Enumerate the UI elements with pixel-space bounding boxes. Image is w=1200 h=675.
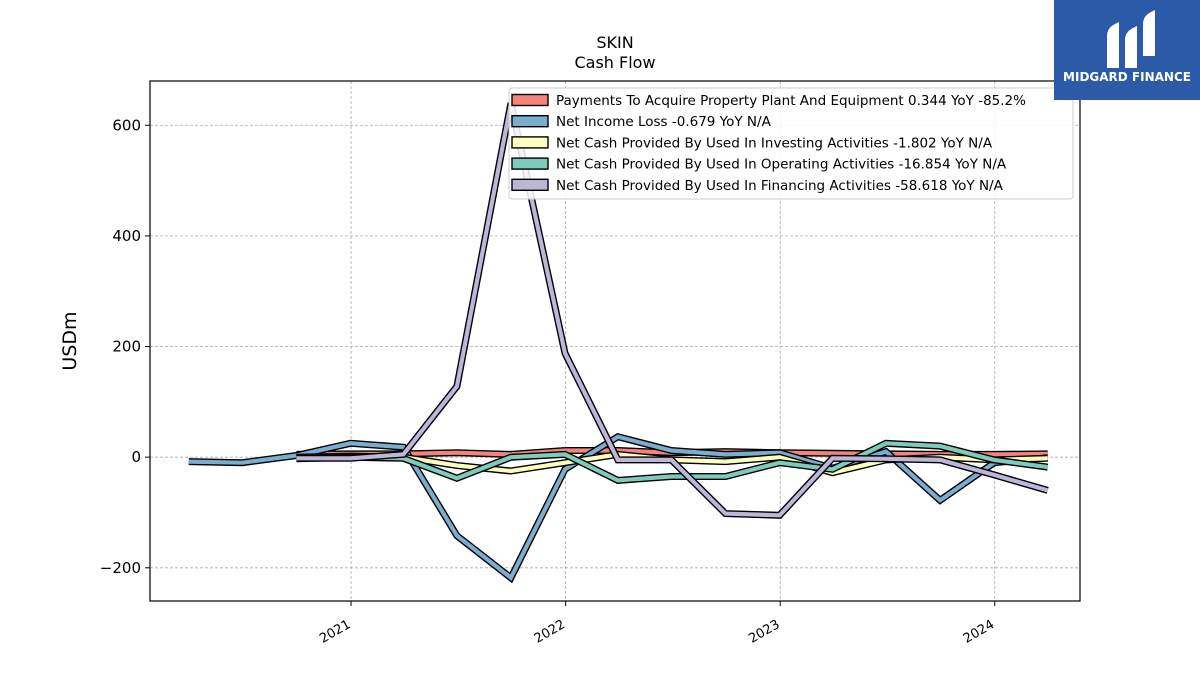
midgard-logo-icon (1107, 10, 1155, 68)
series-lines (188, 102, 1049, 584)
legend-label: Net Cash Provided By Used In Financing A… (556, 178, 1004, 194)
logo: MIDGARD FINANCE (1054, 0, 1200, 100)
series-stroke (188, 434, 1048, 582)
series-stroke (296, 441, 1048, 483)
plot-frame (149, 80, 1081, 602)
legend-swatch (511, 157, 549, 170)
legend-swatch (511, 93, 549, 107)
x-axis: 2021 2022 2023 2024 (317, 601, 997, 647)
y-axis: −200 0 200 400 600 (100, 116, 150, 577)
series-stroke (296, 102, 1049, 518)
x-tick-label: 2024 (961, 617, 997, 647)
legend-box (508, 87, 1074, 200)
legend-swatch (511, 114, 549, 128)
legend-label: Net Cash Provided By Used In Investing A… (556, 135, 993, 151)
y-axis-label: USDm (59, 311, 81, 370)
legend-label: Net Income Loss -0.679 YoY N/A (556, 114, 772, 130)
series-line-4 (296, 439, 1049, 484)
series-line-5 (296, 102, 1049, 519)
legend-label: Net Cash Provided By Used In Operating A… (556, 157, 1007, 173)
y-tick-label: 400 (112, 227, 141, 245)
x-tick-label: 2023 (746, 617, 782, 647)
logo-text: MIDGARD FINANCE (1063, 70, 1191, 84)
x-tick-label: 2021 (317, 617, 353, 647)
legend-swatch (511, 136, 549, 149)
legend-label: Payments To Acquire Property Plant And E… (556, 93, 1026, 109)
y-tick-label: 200 (112, 338, 141, 356)
series-line-2 (188, 432, 1049, 584)
chart-subtitle: Cash Flow (574, 53, 655, 72)
y-tick-label: −200 (100, 559, 141, 577)
y-tick-label: 600 (112, 116, 141, 134)
legend-swatch (511, 178, 549, 192)
x-tick-label: 2022 (532, 617, 568, 647)
legend: Payments To Acquire Property Plant And E… (508, 87, 1074, 200)
y-tick-label: 0 (131, 448, 141, 466)
chart-title: SKIN (596, 33, 633, 52)
